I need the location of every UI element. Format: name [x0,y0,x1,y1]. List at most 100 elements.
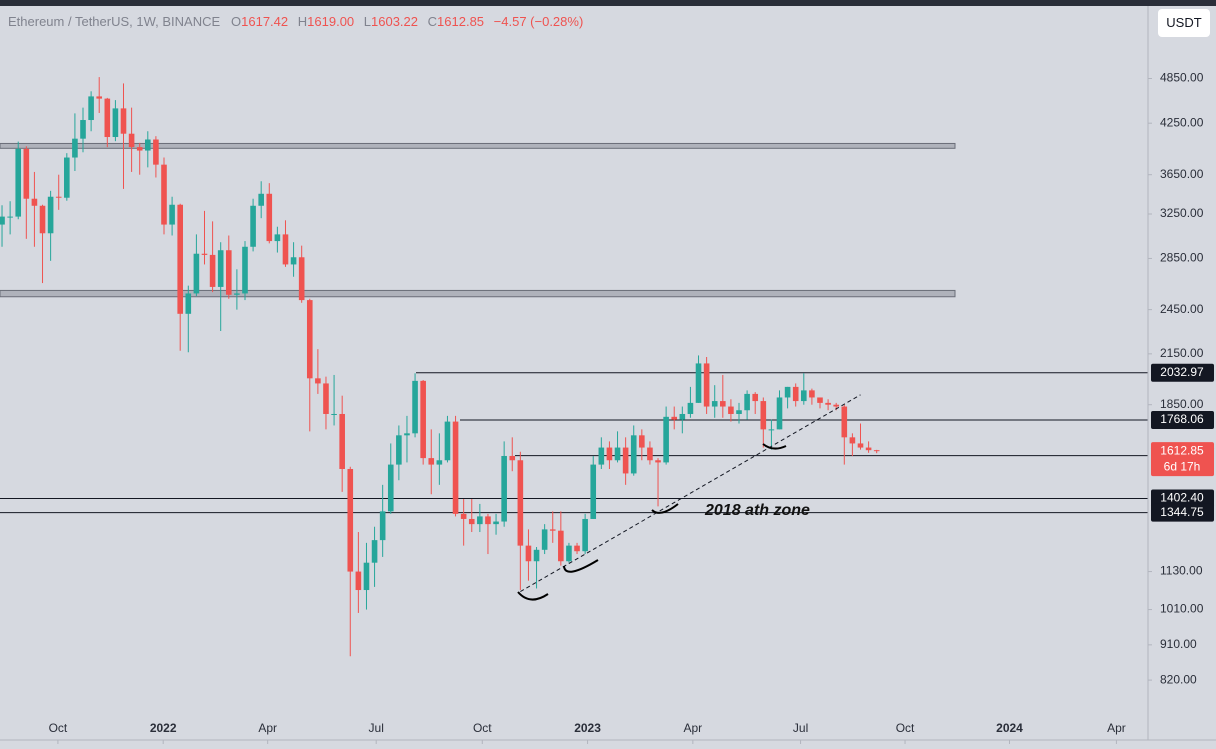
candle-body [452,421,459,514]
candle-body [7,216,13,218]
candle-body [711,401,718,407]
candle-body [355,571,362,591]
candle-body [145,139,151,151]
candle-body [396,435,402,465]
candle-body [298,257,305,301]
candle-body [112,108,119,138]
candle-body [339,413,345,469]
candle-body [809,390,815,398]
candle-body [460,513,467,519]
candle-body [412,380,418,434]
candle-body [31,198,38,206]
candle-body [387,464,394,512]
candle-body [444,421,451,461]
candle-body [80,120,86,139]
candle-body [477,516,483,525]
candle-body [590,464,597,519]
x-tick-label: Oct [49,721,68,735]
candle-body [420,380,426,459]
x-tick-label: 2024 [996,721,1023,735]
candle-body [857,443,864,448]
candle-body [266,193,273,242]
y-tick-label: 2450.00 [1160,302,1204,316]
price-tag-label: 2032.97 [1160,365,1204,379]
candle-body [371,540,378,563]
candle-body [776,397,783,430]
candle-body [509,455,516,461]
candle-body [671,416,678,420]
current-price-tag [1151,442,1214,477]
y-tick-label: 910.00 [1160,637,1197,651]
candle-body [177,204,183,314]
candle-body [0,216,5,225]
candle-body [849,437,856,444]
candle-body [88,96,94,121]
ohlc-value: 1612.85 [437,14,485,29]
candle-body [64,157,70,198]
candle-body [744,393,750,411]
candle-body [306,300,313,379]
x-tick-label: Jul [793,721,808,735]
candle-body [558,530,564,562]
candle-body [323,383,329,414]
candle-body [728,406,734,414]
candle-body [663,416,669,463]
candle-body [801,390,807,402]
candle-body [242,246,248,294]
ohlc-value: 1619.00 [307,14,355,29]
candle-body [606,447,613,461]
candle-body [282,234,289,265]
annotation: 2018 ath zone [704,502,810,519]
candle-body [841,406,848,438]
candle-body [404,433,410,436]
plot-area [0,77,1148,657]
ohlc-key: H [297,14,308,29]
candle-body [72,138,78,158]
y-tick-label: 1010.00 [1160,602,1204,616]
price-tag [1151,363,1214,382]
candle-body [865,447,872,451]
ohlc-value: 1617.42 [241,14,289,29]
y-tick-label: 3250.00 [1160,206,1204,220]
candle-body [760,401,767,430]
candle-body [703,363,710,407]
candle-body [655,460,661,463]
y-tick-label: 3650.00 [1160,167,1204,181]
price-tag-label: 1402.40 [1160,491,1204,505]
price-tag [1151,489,1214,508]
x-tick-label: Oct [473,721,492,735]
candle-body [614,447,621,461]
candle-body [379,511,386,541]
candle-body [47,196,54,234]
candle-body [23,148,30,199]
candle-body [225,250,232,295]
candle-body [687,402,694,414]
x-tick-label: Apr [684,721,703,735]
x-tick-label: Oct [896,721,915,735]
currency-button[interactable]: USDT [1158,9,1210,37]
candle-body [768,429,775,431]
candle-body [752,393,759,402]
candle-body [833,404,839,407]
zone [0,142,956,149]
candle-body [161,164,167,225]
candle-body [96,96,103,99]
candle-body [574,545,580,552]
ohlc-key: L [363,14,372,29]
candle-body [873,450,880,452]
candle-body [630,435,637,474]
x-tick-label: Apr [1107,721,1126,735]
x-tick-label: Apr [258,721,277,735]
ohlc-key: O [231,14,242,29]
candle-body [217,250,224,287]
y-tick-label: 1850.00 [1160,397,1204,411]
candle-body [582,518,588,552]
y-tick-label: 820.00 [1160,672,1197,686]
candle-body [185,293,192,314]
candle-body [128,133,135,148]
y-tick-label: 2150.00 [1160,346,1204,360]
candle-body [315,378,321,384]
y-tick-label: 4250.00 [1160,115,1204,129]
candle-body [825,402,831,405]
